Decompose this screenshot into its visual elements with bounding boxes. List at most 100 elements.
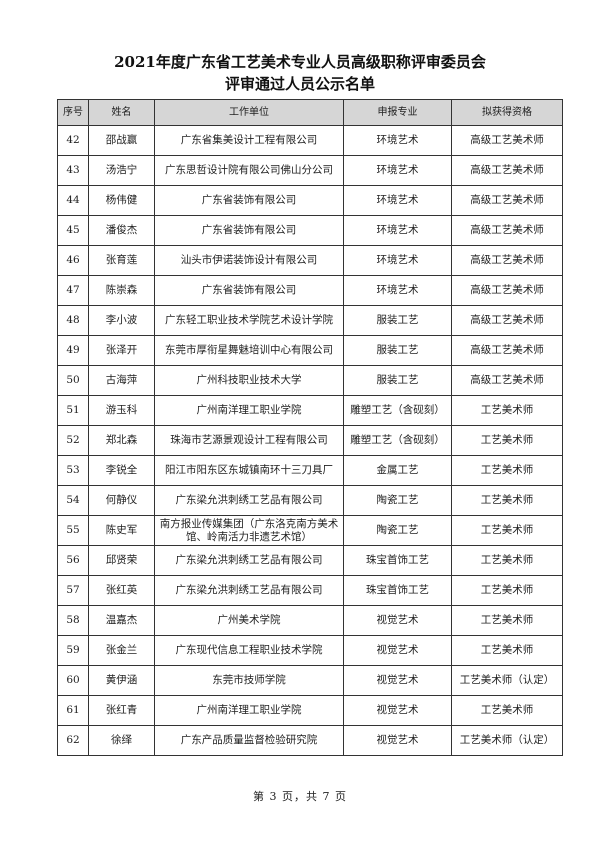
work-unit-cell: 南方报业传媒集团（广东洛克南方美术馆、岭南活力非遗艺术馆）	[154, 515, 344, 546]
row-number-cell: 59	[57, 635, 89, 666]
person-name-cell: 郑北森	[88, 425, 155, 456]
qualification-cell: 工艺美术师	[451, 425, 563, 456]
person-name-cell: 古海萍	[88, 365, 155, 396]
table-row: 49 张泽开 东莞市厚衔星舞魅培训中心有限公司 服装工艺 高级工艺美术师	[57, 335, 563, 366]
work-unit-cell: 东莞市厚衔星舞魅培训中心有限公司	[154, 335, 344, 366]
person-name-cell: 徐绎	[88, 725, 155, 756]
work-unit-cell: 东莞市技师学院	[154, 665, 344, 696]
header-unit: 工作单位	[154, 99, 344, 126]
row-number-cell: 54	[57, 485, 89, 516]
work-unit-cell: 广东省集美设计工程有限公司	[154, 125, 344, 156]
declared-major-cell: 雕塑工艺（含砚刻）	[343, 425, 452, 456]
qualification-cell: 高级工艺美术师	[451, 185, 563, 216]
qualification-cell: 高级工艺美术师	[451, 275, 563, 306]
row-number-cell: 46	[57, 245, 89, 276]
header-no: 序号	[57, 99, 89, 126]
qualification-cell: 工艺美术师	[451, 605, 563, 636]
person-name-cell: 何静仪	[88, 485, 155, 516]
row-number-cell: 43	[57, 155, 89, 186]
person-name-cell: 陈史军	[88, 515, 155, 546]
table-row: 44 杨伟健 广东省装饰有限公司 环境艺术 高级工艺美术师	[57, 185, 563, 216]
table-row: 54 何静仪 广东梁允洪刺绣工艺品有限公司 陶瓷工艺 工艺美术师	[57, 485, 563, 516]
qualification-cell: 工艺美术师	[451, 545, 563, 576]
work-unit-cell: 广东梁允洪刺绣工艺品有限公司	[154, 485, 344, 516]
qualification-cell: 高级工艺美术师	[451, 335, 563, 366]
declared-major-cell: 视觉艺术	[343, 605, 452, 636]
declared-major-cell: 珠宝首饰工艺	[343, 575, 452, 606]
work-unit-cell: 广州科技职业技术大学	[154, 365, 344, 396]
work-unit-cell: 广东省装饰有限公司	[154, 215, 344, 246]
table-row: 50 古海萍 广州科技职业技术大学 服装工艺 高级工艺美术师	[57, 365, 563, 396]
person-name-cell: 温嘉杰	[88, 605, 155, 636]
work-unit-cell: 广州美术学院	[154, 605, 344, 636]
declared-major-cell: 珠宝首饰工艺	[343, 545, 452, 576]
work-unit-cell: 广州南洋理工职业学院	[154, 395, 344, 426]
table-row: 62 徐绎 广东产品质量监督检验研究院 视觉艺术 工艺美术师（认定）	[57, 725, 563, 756]
declared-major-cell: 环境艺术	[343, 185, 452, 216]
table-row: 42 邵战赢 广东省集美设计工程有限公司 环境艺术 高级工艺美术师	[57, 125, 563, 156]
qualification-cell: 工艺美术师（认定）	[451, 725, 563, 756]
row-number-cell: 48	[57, 305, 89, 336]
qualification-cell: 工艺美术师	[451, 395, 563, 426]
person-name-cell: 汤浩宁	[88, 155, 155, 186]
row-number-cell: 62	[57, 725, 89, 756]
qualification-cell: 工艺美术师	[451, 455, 563, 486]
declared-major-cell: 环境艺术	[343, 155, 452, 186]
work-unit-cell: 广东现代信息工程职业技术学院	[154, 635, 344, 666]
declared-major-cell: 雕塑工艺（含砚刻）	[343, 395, 452, 426]
declared-major-cell: 环境艺术	[343, 125, 452, 156]
table-row: 56 邱贤荣 广东梁允洪刺绣工艺品有限公司 珠宝首饰工艺 工艺美术师	[57, 545, 563, 576]
work-unit-cell: 广东轻工职业技术学院艺术设计学院	[154, 305, 344, 336]
qualification-cell: 工艺美术师（认定）	[451, 665, 563, 696]
person-name-cell: 陈崇森	[88, 275, 155, 306]
person-name-cell: 张金兰	[88, 635, 155, 666]
declared-major-cell: 陶瓷工艺	[343, 515, 452, 546]
work-unit-cell: 广东省装饰有限公司	[154, 185, 344, 216]
qualification-cell: 工艺美术师	[451, 485, 563, 516]
table-row: 60 黄伊涵 东莞市技师学院 视觉艺术 工艺美术师（认定）	[57, 665, 563, 696]
qualification-cell: 工艺美术师	[451, 695, 563, 726]
row-number-cell: 58	[57, 605, 89, 636]
work-unit-cell: 广东思哲设计院有限公司佛山分公司	[154, 155, 344, 186]
qualification-cell: 高级工艺美术师	[451, 125, 563, 156]
row-number-cell: 53	[57, 455, 89, 486]
document-subtitle: 评审通过人员公示名单	[224, 75, 375, 93]
work-unit-cell: 阳江市阳东区东城镇南环十三刀具厂	[154, 455, 344, 486]
table-row: 52 郑北森 珠海市艺源景观设计工程有限公司 雕塑工艺（含砚刻） 工艺美术师	[57, 425, 563, 456]
work-unit-cell: 广东省装饰有限公司	[154, 275, 344, 306]
person-name-cell: 杨伟健	[88, 185, 155, 216]
row-number-cell: 44	[57, 185, 89, 216]
person-name-cell: 李锐全	[88, 455, 155, 486]
person-name-cell: 张泽开	[88, 335, 155, 366]
table-row: 48 李小波 广东轻工职业技术学院艺术设计学院 服装工艺 高级工艺美术师	[57, 305, 563, 336]
table-row: 45 潘俊杰 广东省装饰有限公司 环境艺术 高级工艺美术师	[57, 215, 563, 246]
qualification-cell: 高级工艺美术师	[451, 155, 563, 186]
qualification-cell: 高级工艺美术师	[451, 305, 563, 336]
qualification-cell: 工艺美术师	[451, 635, 563, 666]
person-name-cell: 李小波	[88, 305, 155, 336]
declared-major-cell: 环境艺术	[343, 275, 452, 306]
table-row: 46 张育莲 汕头市伊诺装饰设计有限公司 环境艺术 高级工艺美术师	[57, 245, 563, 276]
qualification-cell: 高级工艺美术师	[451, 215, 563, 246]
page-number: 第 3 页，共 7 页	[253, 790, 347, 803]
work-unit-cell: 广东产品质量监督检验研究院	[154, 725, 344, 756]
declared-major-cell: 环境艺术	[343, 215, 452, 246]
declared-major-cell: 视觉艺术	[343, 695, 452, 726]
row-number-cell: 51	[57, 395, 89, 426]
declared-major-cell: 服装工艺	[343, 305, 452, 336]
table-row: 55 陈史军 南方报业传媒集团（广东洛克南方美术馆、岭南活力非遗艺术馆） 陶瓷工艺 工艺…	[57, 515, 563, 546]
declared-major-cell: 服装工艺	[343, 365, 452, 396]
results-table: 序号 姓名 工作单位 申报专业 拟获得资格 42 邵战赢 广东省集美设计工程有限公司…	[57, 99, 563, 756]
row-number-cell: 52	[57, 425, 89, 456]
person-name-cell: 黄伊涵	[88, 665, 155, 696]
document-title: 2021年度广东省工艺美术专业人员高级职称评审委员会	[114, 53, 486, 71]
row-number-cell: 50	[57, 365, 89, 396]
table-row: 59 张金兰 广东现代信息工程职业技术学院 视觉艺术 工艺美术师	[57, 635, 563, 666]
person-name-cell: 潘俊杰	[88, 215, 155, 246]
work-unit-cell: 珠海市艺源景观设计工程有限公司	[154, 425, 344, 456]
person-name-cell: 游玉科	[88, 395, 155, 426]
table-header-row: 序号 姓名 工作单位 申报专业 拟获得资格	[57, 99, 563, 126]
work-unit-cell: 广东梁允洪刺绣工艺品有限公司	[154, 545, 344, 576]
person-name-cell: 邵战赢	[88, 125, 155, 156]
row-number-cell: 60	[57, 665, 89, 696]
